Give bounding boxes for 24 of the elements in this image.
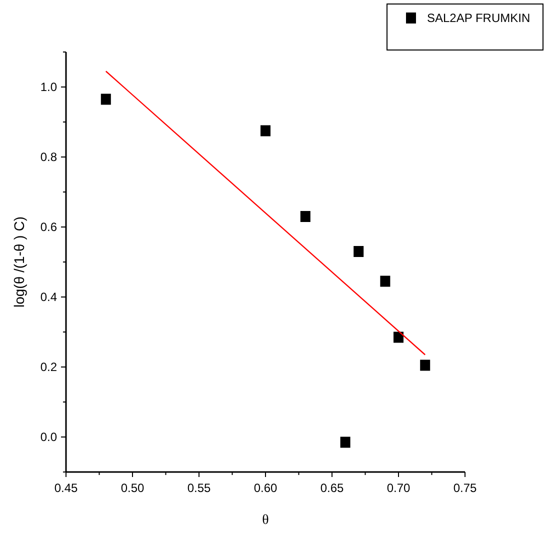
x-tick-label: 0.75 (453, 481, 477, 495)
y-tick-label: 0.2 (40, 360, 58, 374)
y-tick-label: 0.8 (40, 150, 58, 164)
y-tick-label: 0.6 (40, 220, 58, 234)
text: 0.50 (120, 481, 144, 495)
legend-label: SAL2AP FRUMKIN (427, 11, 530, 25)
text: 0.60 (254, 481, 278, 495)
x-tick-label: 0.65 (320, 481, 344, 495)
point (300, 211, 310, 222)
y-tick-label: 1.0 (40, 80, 58, 94)
y-tick-label: 0.4 (40, 290, 58, 304)
point (354, 246, 364, 257)
y-tick-label: 0.0 (40, 430, 58, 444)
y-axis-title: log(θ /(1-θ ) C) (11, 216, 27, 308)
x-tick-label: 0.55 (187, 481, 211, 495)
point (260, 125, 270, 136)
point (394, 332, 404, 343)
x-axis-title: θ (262, 513, 270, 528)
point (420, 360, 430, 371)
point (340, 436, 350, 448)
point (100, 94, 111, 105)
text: 0.70 (386, 481, 410, 495)
x-tick-label: 0.45 (54, 481, 78, 495)
point (380, 276, 390, 287)
